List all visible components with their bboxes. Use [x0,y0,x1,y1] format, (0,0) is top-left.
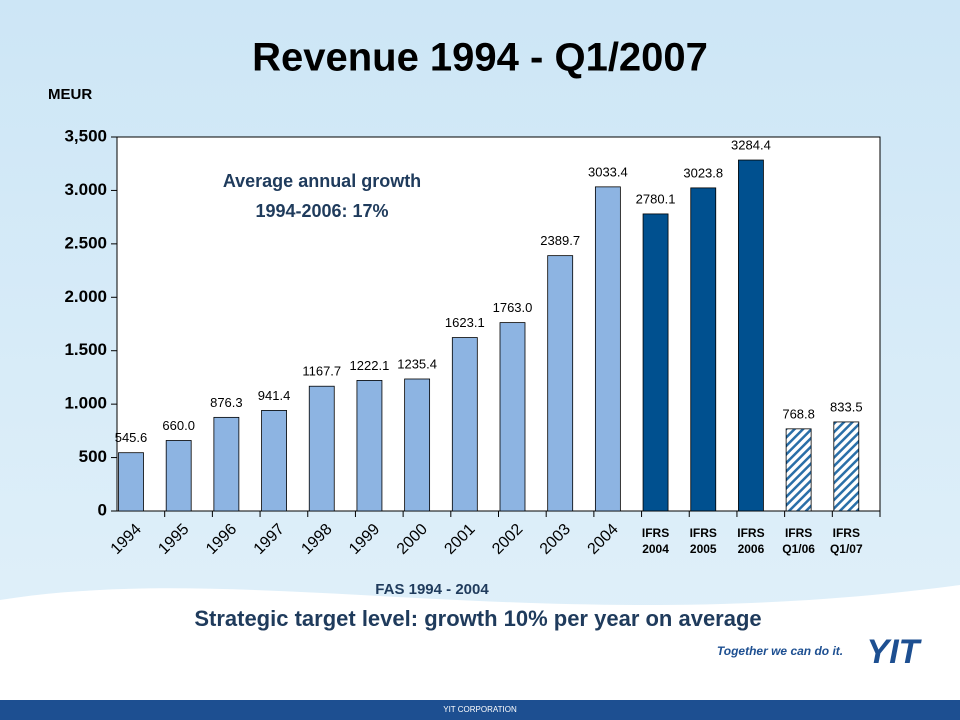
value-label: 941.4 [258,388,291,403]
bar [261,410,287,512]
bar [547,255,574,512]
logo: YIT [867,633,923,671]
value-label: 3023.8 [683,165,723,180]
slogan: Together we can do it. [717,644,843,658]
bar [118,452,144,512]
bar [213,416,240,512]
value-label: 2780.1 [636,191,676,206]
value-label: 876.3 [210,395,243,410]
bar [594,186,621,512]
x-tick-label: IFRS Q1/06 [782,526,815,556]
chart-title: Revenue 1994 - Q1/2007 [252,36,708,80]
bar [642,213,669,512]
wave [0,585,960,700]
bar [404,378,431,512]
value-label: 545.6 [115,430,148,445]
value-label: 1222.1 [350,358,390,373]
bar [165,440,192,512]
bar [785,428,812,512]
y-tick-label: 1.000 [64,394,107,413]
bar [690,187,717,512]
subtitle: Strategic target level: growth 10% per y… [194,606,761,631]
y-tick-label: 0 [98,500,107,519]
value-label: 1235.4 [397,356,437,371]
value-label: 1763.0 [493,300,533,315]
bar [356,380,383,512]
footer: YIT CORPORATION [443,705,517,714]
y-tick-label: 1.500 [64,340,107,359]
value-label: 3284.4 [731,137,771,152]
y-tick-label: 2.000 [64,287,107,306]
bar [451,337,478,512]
value-label: 2389.7 [540,233,580,248]
x-tick-label: IFRS 2006 [737,526,765,556]
annotation: 1994-2006: 17% [255,201,388,221]
bar [499,322,526,512]
group-label: FAS 1994 - 2004 [375,581,489,598]
footer-bar [0,700,960,720]
x-tick-label: IFRS Q1/07 [829,526,863,556]
annotation: Average annual growth [223,171,421,191]
y-axis-label: MEUR [48,86,92,103]
value-label: 768.8 [782,406,815,421]
value-label: 833.5 [830,399,863,414]
bar [308,385,335,512]
value-label: 1167.7 [302,364,341,379]
bar [738,159,764,512]
value-label: 660.0 [162,418,195,433]
bar [833,421,860,512]
x-tick-label: IFRS 2005 [689,526,717,556]
y-tick-label: 500 [79,447,107,466]
value-label: 3033.4 [588,164,628,179]
x-tick-label: IFRS 2004 [641,526,670,556]
y-tick-label: 3.000 [64,180,107,199]
y-tick-label: 2.500 [64,233,107,252]
y-tick-label: 3,500 [64,126,107,145]
value-label: 1623.1 [445,315,485,330]
